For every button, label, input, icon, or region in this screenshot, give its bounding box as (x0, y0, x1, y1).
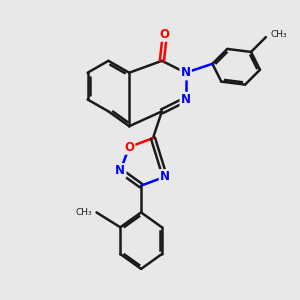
Text: O: O (160, 28, 170, 40)
Text: CH₃: CH₃ (75, 208, 92, 217)
Text: N: N (181, 93, 191, 106)
Text: CH₃: CH₃ (270, 30, 287, 39)
Text: N: N (160, 170, 170, 183)
Text: O: O (124, 140, 134, 154)
Text: N: N (115, 164, 125, 177)
Text: N: N (181, 66, 191, 79)
